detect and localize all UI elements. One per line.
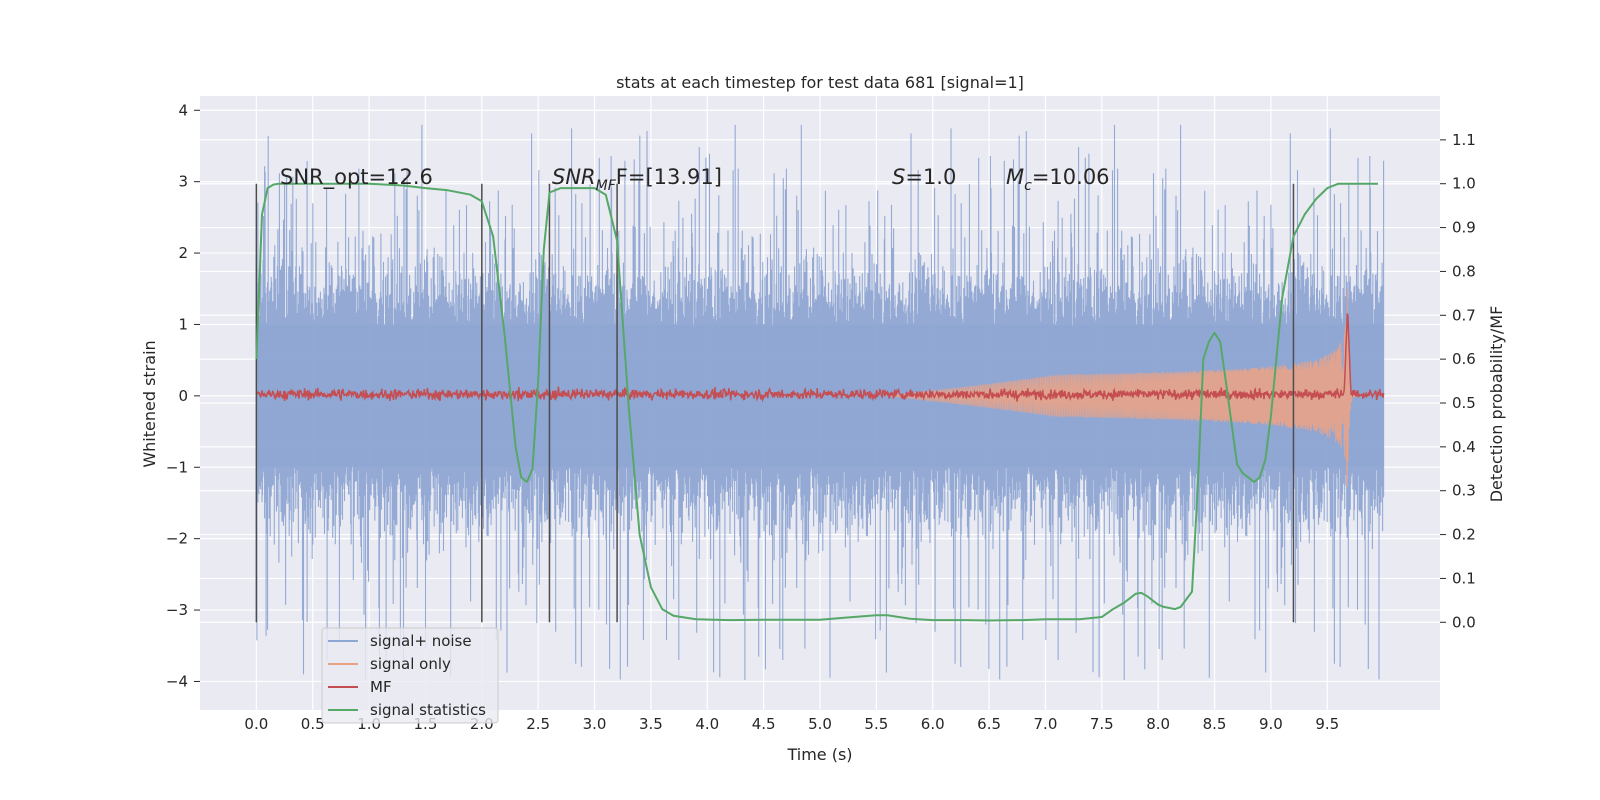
signal-only-trace [887,288,1362,487]
y2-tick-label: 0.6 [1452,350,1476,368]
y2-tick-label: 0.2 [1452,526,1476,544]
series-signal-only [887,288,1362,487]
y2-tick-label: 0.5 [1452,394,1476,412]
x-tick-label: 5.5 [864,715,888,733]
x-tick-label: 8.0 [1146,715,1170,733]
y2-tick-label: 0.3 [1452,482,1476,500]
y-tick-label: −3 [166,601,188,619]
y-tick-label: 2 [178,244,188,262]
x-tick-label: 6.0 [921,715,945,733]
legend-label-mf: MF [370,678,392,696]
chart-title: stats at each timestep for test data 681… [616,73,1024,92]
x-axis-label: Time (s) [786,745,852,764]
x-tick-label: 9.5 [1315,715,1339,733]
annotation-snr-mf: SNRMFF=[13.91] [552,165,722,194]
annotation-mc: Mc=10.06 [1006,165,1110,194]
y2-tick-label: 0.1 [1452,569,1476,587]
y2-tick-label: 1.1 [1452,131,1476,149]
x-tick-label: 0.5 [301,715,325,733]
y-tick-label: −4 [166,672,188,690]
x-tick-label: 3.0 [583,715,607,733]
legend-label-signal-noise: signal+ noise [370,632,472,650]
x-tick-label: 8.5 [1203,715,1227,733]
annotation-s: S=1.0 [892,165,956,189]
y-axis-label: Whitened strain [140,340,159,467]
y2-tick-label: 0.9 [1452,219,1476,237]
legend-box [321,627,499,724]
x-tick-label: 9.0 [1259,715,1283,733]
y2-tick-label: 0.8 [1452,262,1476,280]
s-value: =1.0 [905,165,956,189]
signal-statistics-line [255,182,1378,622]
y-tick-label: 4 [178,101,188,119]
y-tick-label: −2 [166,530,188,548]
axes-ticks: 0.0 0.5 1.0 1.5 2.0 2.5 3.0 3.5 4.0 4.5 5.0 5.5 6.0 6… [166,101,1476,733]
series-signal-statistics [255,182,1378,622]
mf-trace [255,313,1385,403]
annotation-snr-opt: SNR_opt=12.6 [280,165,433,190]
mc-sub: c [1024,178,1032,194]
y-tick-label: 0 [178,387,188,405]
y2-tick-label: 1.0 [1452,175,1476,193]
y-tick-label: 1 [178,315,188,333]
snr-mf-sub: MF [596,178,617,194]
y2-tick-label: 0.4 [1452,438,1476,456]
legend-label-signal-only: signal only [370,655,451,673]
y-tick-label: 3 [178,173,188,191]
window-lines [255,183,1295,623]
y2-tick-label: 0.7 [1452,306,1476,324]
x-tick-label: 2.5 [526,715,550,733]
s-main: S [892,165,905,189]
x-tick-label: 7.5 [1090,715,1114,733]
snr-mf-main: SNR [552,165,596,189]
x-tick-label: 5.0 [808,715,832,733]
x-tick-label: 3.5 [639,715,663,733]
y2-axis-label: Detection probability/MF [1487,306,1506,503]
x-tick-label: 7.0 [1034,715,1058,733]
snr-mf-value: F=[13.91] [616,165,722,189]
y-tick-label: −1 [166,458,188,476]
series-mf [255,313,1385,403]
mc-value: =10.06 [1032,165,1110,189]
x-tick-label: 4.0 [695,715,719,733]
legend-label-signal-statistics: signal statistics [370,701,486,719]
x-tick-label: 6.5 [977,715,1001,733]
mc-main: M [1006,165,1024,189]
x-tick-label: 4.5 [752,715,776,733]
x-tick-label: 0.0 [244,715,268,733]
legend: signal+ noise signal only MF signal stat… [321,627,499,724]
y2-tick-label: 0.0 [1452,613,1476,631]
